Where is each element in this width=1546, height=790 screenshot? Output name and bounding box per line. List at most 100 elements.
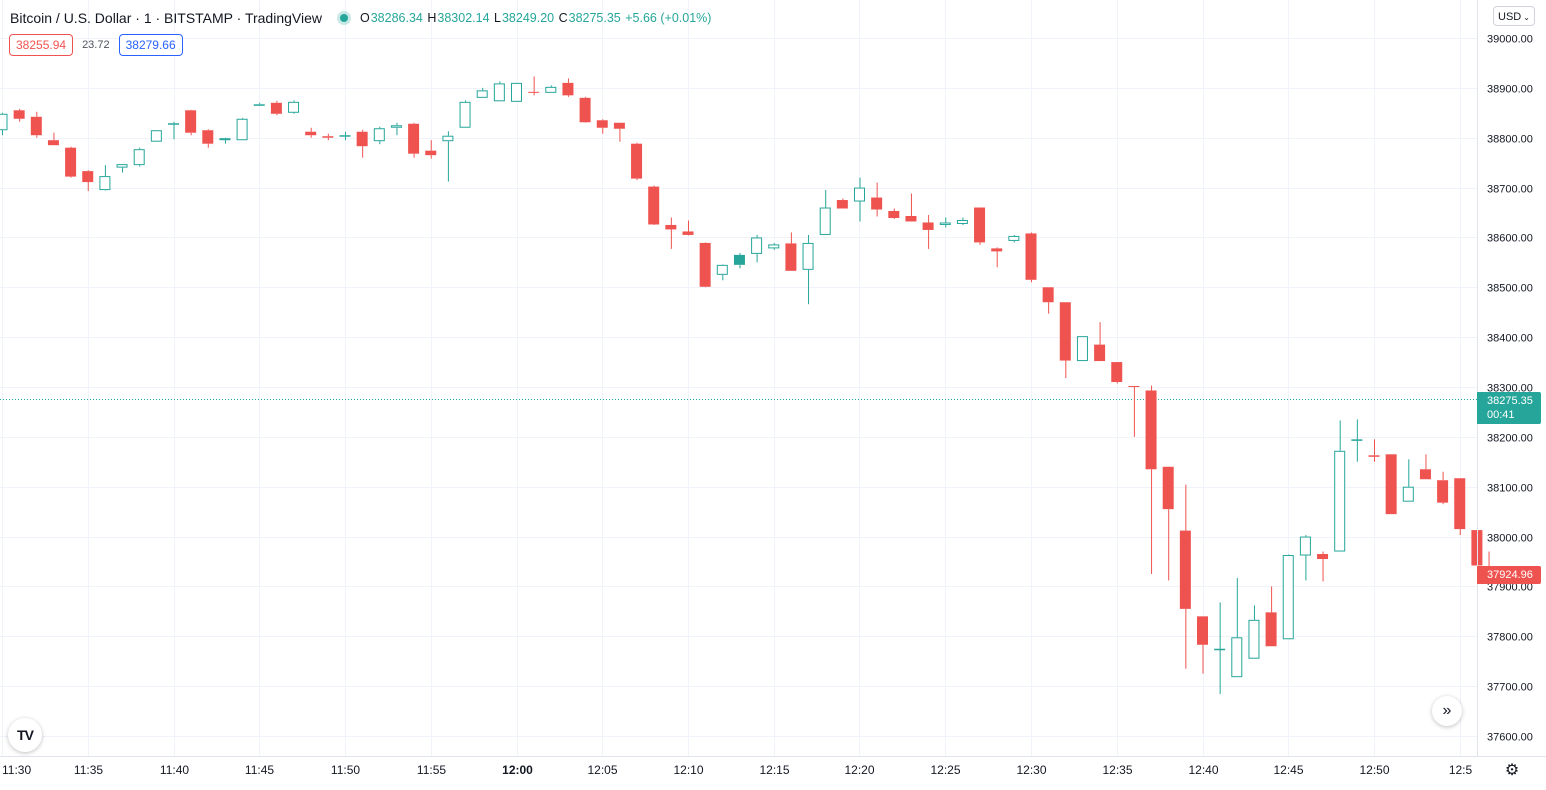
candle [1128,386,1140,437]
price-tick-label: 38500.00 [1487,283,1533,295]
candle-body [511,82,522,102]
candle-body [82,171,94,183]
candle [1437,471,1449,505]
candle-body [751,237,763,254]
candle [562,78,574,97]
price-tick-label: 39000.00 [1487,34,1533,46]
candle-body [545,86,557,93]
candle-body [442,135,454,142]
candle-body [133,149,145,166]
candle [99,165,111,191]
candle-body [253,104,265,106]
high-value: 38302.14 [437,11,490,25]
candle-body [1317,554,1329,560]
candle-body [1128,386,1140,388]
candle [871,182,883,217]
candle-body [1402,486,1414,502]
candle [1282,554,1294,640]
gear-icon[interactable]: ⚙ [1504,762,1520,779]
candle [528,76,540,96]
price-tick-label: 38700.00 [1487,184,1533,196]
time-tick-label: 12:40 [1188,763,1218,777]
change-value: +5.66 (+0.01%) [625,11,712,25]
candle-body [562,82,574,96]
candle-body [30,116,42,136]
candle-body [459,101,471,128]
candle-body [305,131,317,136]
candle [511,82,522,102]
open-value: 38286.34 [370,11,423,25]
candle [322,133,334,141]
ask-price-button[interactable]: 38279.66 [118,34,183,56]
candle [1488,551,1490,574]
candle-body [939,222,951,225]
candle [1265,586,1277,647]
candle [751,234,763,263]
candle-body [1111,362,1123,383]
currency-button[interactable]: USD ⌄ [1493,6,1535,26]
candle [168,121,179,140]
time-tick-label: 12:50 [1359,763,1389,777]
candle [854,177,865,222]
candle-body [648,186,660,225]
candle-body [974,207,986,243]
candle [1368,439,1380,462]
price-tick-label: 37600.00 [1487,732,1533,744]
candle-body [1488,551,1490,574]
candle [65,146,77,178]
candle [1248,605,1260,659]
price-tick-label: 38400.00 [1487,333,1533,345]
candle [493,81,505,102]
price-axis[interactable]: 37600.00 37700.00 37800.00 37900.00 38000.00… [1487,34,1533,744]
candle-body [888,211,900,218]
chevron-double-right-icon[interactable]: » [1432,696,1462,726]
time-tick-label: 12:15 [759,763,789,777]
countdown-value: 00:41 [1487,409,1515,421]
candle [1094,322,1106,362]
candle [545,85,557,93]
candle [1076,336,1088,362]
time-tick-label: 12:45 [1273,763,1303,777]
candle-body [185,110,197,133]
candle-body [631,143,643,179]
candle [1025,232,1037,283]
candle-body [1231,637,1243,678]
candle [30,111,42,138]
side-price-tag: 37924.96 [1477,566,1541,584]
candle-body [408,123,420,154]
candle-body [1299,536,1311,556]
candle-body [956,219,968,224]
candle [1042,287,1054,314]
time-tick-label: 12:20 [844,763,874,777]
tradingview-logo-icon[interactable]: TV [8,718,42,752]
candle-body [1008,235,1020,241]
ohlc-values: O38286.34 H38302.14 L38249.20 C38275.35 … [360,11,712,25]
candle [1231,577,1243,678]
price-tick-label: 38000.00 [1487,533,1533,545]
time-tick-label: 12:35 [1102,763,1132,777]
symbol-legend: Bitcoin / U.S. Dollar · 1 · BITSTAMP · T… [10,8,712,28]
candle-body [1145,390,1157,470]
candle [202,129,214,148]
candle [185,109,197,136]
price-tick-label: 38100.00 [1487,483,1533,495]
candle [648,185,660,225]
candle-body [1059,302,1071,361]
open-label: O [360,11,370,25]
candle-body [991,248,1003,252]
time-axis[interactable]: 11:30 11:35 11:40 11:45 11:50 11:55 12:00 12:05… [2,763,1473,777]
candle-body [1419,469,1431,480]
candle-body [236,118,248,141]
last-price-tag: 38275.35 00:41 [1477,392,1541,424]
candle-body [596,120,608,128]
candle-body [202,130,214,144]
candle-body [1042,287,1054,303]
candle [1402,459,1414,502]
candle [1008,234,1020,243]
price-tick-label: 38800.00 [1487,134,1533,146]
bid-price-button[interactable]: 38255.94 [9,34,74,56]
symbol-title[interactable]: Bitcoin / U.S. Dollar · 1 · BITSTAMP · T… [10,10,322,26]
candle-body [390,125,402,128]
candle [699,242,711,288]
